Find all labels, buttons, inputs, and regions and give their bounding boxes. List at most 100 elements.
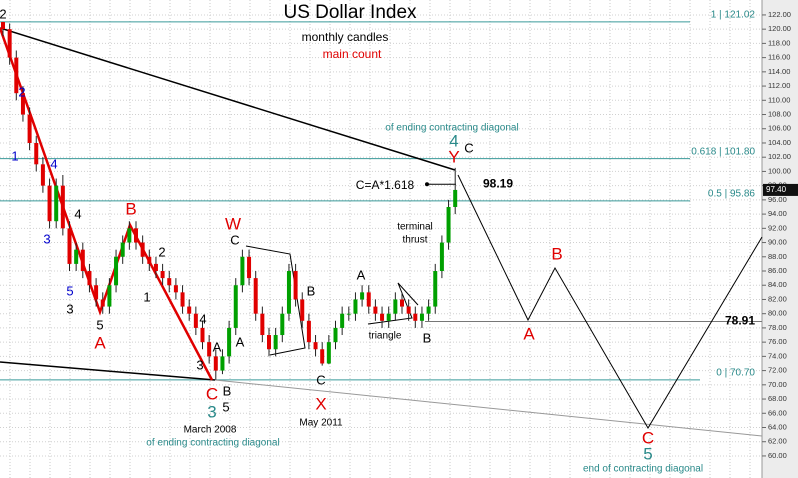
candle-body [147,256,152,264]
axis-background [762,0,798,478]
triangle-lines [245,245,306,356]
wave-label: X [315,394,326,413]
candle-body [34,142,39,165]
wave-label: C [642,428,654,447]
candle-body [167,278,172,286]
wave-label: C [316,372,325,387]
y-tick-label: 84.00 [768,280,787,289]
wave-label: B [551,244,562,263]
candle-body [326,342,331,364]
wave-label: C [230,232,239,247]
wave-label: 1 [143,289,150,304]
y-tick-label: 96.00 [768,195,787,204]
candle-body [240,256,245,286]
candle-body [127,228,132,243]
candle-body [253,278,258,314]
candle-body [14,57,19,94]
candle-body [293,271,298,300]
candle-body [1,22,5,30]
y-tick-label: 108.00 [768,110,791,119]
y-tick-label: 100.00 [768,166,791,175]
candle-body [120,242,125,257]
chart-title: US Dollar Index [283,2,417,23]
annotation: of ending contracting diagonal [385,123,518,134]
candle-body [366,292,371,307]
candle-body [47,185,52,222]
candle-body [373,306,378,314]
last-price-label: 97.40 [766,185,787,194]
candle-body [87,271,92,286]
wave-label: 5 [96,317,103,332]
y-tick-label: 90.00 [768,238,787,247]
candle-body [74,249,79,264]
wave-label: 5 [66,283,73,298]
candle-body [94,285,99,300]
candle-body [40,164,45,186]
y-tick-label: 120.00 [768,24,791,33]
upper-trendline [0,27,456,171]
candle-body [227,327,232,357]
level-label: 0.618 | 101.80 [691,146,755,157]
y-tick-label: 68.00 [768,394,787,403]
wave-label: A [357,267,366,282]
candle-body [67,228,72,264]
wave-label: A [213,339,222,354]
candle-body [320,349,325,364]
wave-label: A [523,324,535,343]
wave-label: C [464,140,473,155]
y-tick-label: 76.00 [768,337,787,346]
level-dot [425,182,429,187]
wave-label: 2 [0,6,7,21]
candle-body [233,285,238,328]
wave-label: 1 [11,148,18,163]
y-tick-label: 82.00 [768,294,787,303]
level-label: 0.5 | 95.86 [708,189,756,200]
candle-body [114,256,119,286]
wave-label: 3 [66,301,73,316]
y-tick-label: 72.00 [768,366,787,375]
wave-label: 4 [449,131,458,150]
wave-label: W [225,214,241,233]
wave-label: 5 [222,399,229,414]
candle-body [433,271,438,307]
candle-body [260,313,265,336]
candle-body [313,342,318,350]
candle-body [286,271,291,314]
vertical-grid [0,0,762,478]
candle-body [453,189,458,207]
candle-body [386,313,391,321]
level-label: 78.91 [725,314,755,328]
candle-body [419,313,424,321]
annotation: March 2008 [184,425,237,436]
candle-body [306,320,311,343]
candle-body [180,292,185,307]
y-tick-label: 106.00 [768,124,791,133]
annotation: terminal [397,222,433,233]
lower-trendline-extension [214,379,763,437]
level-label: 1 | 121.02 [711,10,756,21]
annotation: triangle [369,331,402,342]
candle-body [340,313,345,328]
candle-body [439,242,444,272]
candle-body [200,327,205,343]
y-tick-label: 92.00 [768,223,787,232]
y-tick-label: 78.00 [768,323,787,332]
triangle-lines [367,282,419,325]
candle-body [333,327,338,343]
y-tick-label: 118.00 [768,38,790,47]
candle-body [393,299,398,314]
y-tick-label: 60.00 [768,451,787,460]
y-tick-label: 80.00 [768,309,787,318]
wave-label: 2 [158,244,165,259]
y-tick-label: 114.00 [768,67,790,76]
annotation: May 2011 [299,418,343,429]
level-label: 98.19 [483,176,513,190]
y-tick-label: 116.00 [768,53,790,62]
candle-body [280,313,285,336]
candle-body [134,228,138,243]
candle-body [20,93,25,115]
annotation: of ending contracting diagonal [146,438,279,449]
candle-body [80,249,85,272]
candle-body [413,313,418,321]
